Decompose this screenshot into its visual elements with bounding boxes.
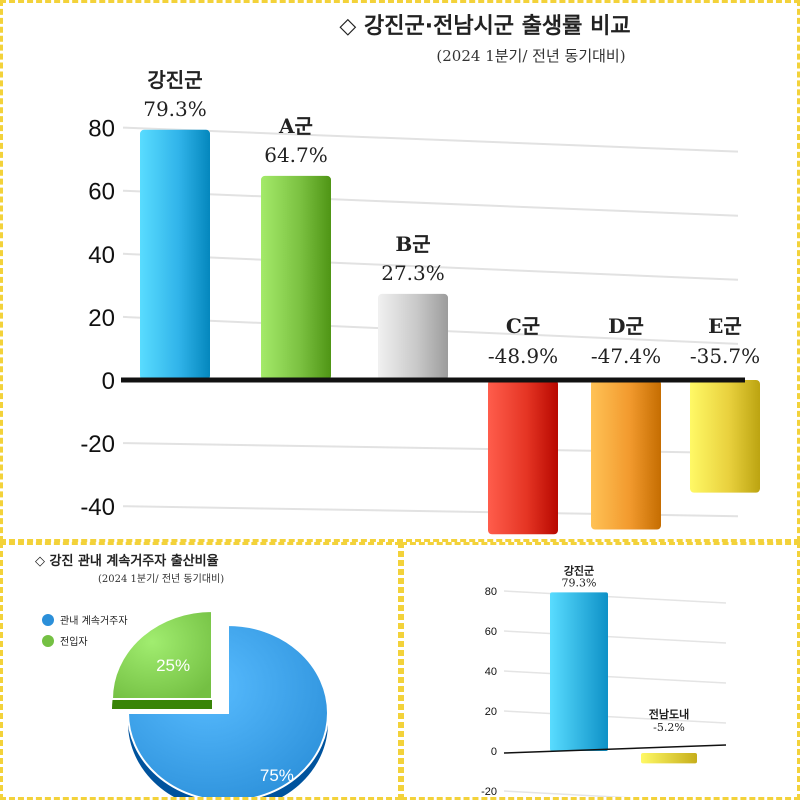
y-axis-ticks: 80 60 40 20 0 -20 -40 bbox=[80, 116, 115, 522]
pie-slices: 75% 25% bbox=[110, 609, 329, 797]
bar-4 bbox=[591, 380, 661, 530]
y-tick-label: 60 bbox=[88, 179, 115, 206]
y-tick-label: 40 bbox=[485, 666, 497, 678]
grid-line bbox=[122, 126, 739, 153]
bar-category-label: A군 bbox=[278, 114, 313, 138]
small-zero-axis-line bbox=[503, 744, 727, 754]
bar-value-label: -48.9% bbox=[488, 344, 558, 368]
y-tick-label: -40 bbox=[80, 494, 115, 521]
grid-line bbox=[503, 590, 727, 604]
bar-category-label: 강진군 bbox=[564, 563, 594, 577]
y-tick-label: 80 bbox=[88, 116, 115, 143]
bar-series bbox=[140, 129, 760, 535]
pie-slice-0 bbox=[126, 623, 329, 797]
y-tick-label: 60 bbox=[485, 626, 497, 638]
pie-slice-label: 25% bbox=[156, 656, 190, 675]
grid-line bbox=[503, 670, 727, 684]
bar-2 bbox=[378, 293, 448, 380]
y-tick-label: 40 bbox=[88, 242, 115, 269]
legend-label-resident: 관내 계속거주자 bbox=[60, 615, 128, 627]
grid-line bbox=[503, 630, 727, 644]
grid-line bbox=[503, 710, 727, 724]
y-tick-label: 80 bbox=[485, 586, 497, 598]
bar-value-label: 27.3% bbox=[381, 261, 445, 285]
legend-swatch-migrant bbox=[42, 635, 54, 647]
main-bar-chart: 80 60 40 20 0 -20 -40 강진군 79.3% A군 64.7% B군 27.3% C군… bbox=[80, 14, 760, 535]
pie-legend: 관내 계속거주자 전입자 bbox=[42, 614, 128, 648]
main-chart-subtitle: (2024 1분기/ 전년 동기대비) bbox=[436, 47, 625, 65]
pie-slice-1 bbox=[110, 609, 213, 700]
main-chart-title: ◇ 강진군·전남시군 출생률 비교 bbox=[339, 14, 630, 39]
grid-line bbox=[122, 189, 739, 217]
y-tick-label: 20 bbox=[88, 305, 115, 332]
legend-label-migrant: 전입자 bbox=[60, 635, 88, 648]
bar-value-label: -47.4% bbox=[591, 344, 661, 368]
y-tick-label: 0 bbox=[491, 746, 497, 758]
bar-1 bbox=[261, 175, 331, 380]
pie-chart: ◇ 강진 관내 계속거주자 출산비율 (2024 1분기/ 전년 동기대비) 관… bbox=[35, 553, 329, 797]
bar-0 bbox=[140, 129, 210, 380]
small-bar-series bbox=[550, 592, 697, 764]
y-tick-label: -20 bbox=[80, 431, 115, 458]
small-bar-1 bbox=[641, 753, 697, 764]
bar-value-label: -5.2% bbox=[653, 721, 685, 734]
bar-3 bbox=[488, 380, 558, 535]
small-bar-chart-panel: 80 60 40 20 0 -20 강진군 79.3% 전남도내 -5.2% bbox=[401, 542, 800, 800]
small-bar-0 bbox=[550, 592, 608, 751]
grid-lines bbox=[122, 126, 739, 518]
bar-5 bbox=[690, 380, 760, 493]
bar-category-label: B군 bbox=[395, 232, 430, 256]
pie-chart-title: ◇ 강진 관내 계속거주자 출산비율 bbox=[35, 553, 219, 569]
bar-value-label: 79.3% bbox=[562, 576, 597, 589]
bar-value-label: -35.7% bbox=[690, 344, 760, 368]
bar-value-label: 79.3% bbox=[143, 97, 207, 121]
bar-labels: 강진군 79.3% A군 64.7% B군 27.3% C군 -48.9% D군 -47.4% E군… bbox=[143, 68, 760, 368]
y-tick-label: 20 bbox=[485, 706, 497, 718]
small-y-axis-ticks: 80 60 40 20 0 -20 bbox=[481, 586, 497, 797]
legend-swatch-resident bbox=[42, 614, 54, 626]
pie-slice-label: 75% bbox=[260, 766, 294, 785]
bar-category-label: 강진군 bbox=[147, 68, 202, 92]
grid-line bbox=[122, 252, 739, 281]
grid-line bbox=[503, 790, 629, 797]
y-tick-label: 0 bbox=[102, 368, 115, 395]
pie-chart-panel: ◇ 강진 관내 계속거주자 출산비율 (2024 1분기/ 전년 동기대비) 관… bbox=[0, 542, 401, 800]
y-tick-label: -20 bbox=[481, 786, 497, 797]
bar-category-label: E군 bbox=[708, 314, 742, 338]
pie-chart-subtitle: (2024 1분기/ 전년 동기대비) bbox=[98, 573, 224, 585]
bar-category-label: 전남도내 bbox=[649, 707, 689, 721]
main-bar-chart-panel: 80 60 40 20 0 -20 -40 강진군 79.3% A군 64.7% B군 27.3% C군… bbox=[0, 0, 800, 542]
bar-value-label: 64.7% bbox=[264, 143, 328, 167]
small-grid-lines bbox=[503, 590, 727, 797]
bar-category-label: C군 bbox=[506, 314, 540, 338]
bar-category-label: D군 bbox=[608, 314, 644, 338]
